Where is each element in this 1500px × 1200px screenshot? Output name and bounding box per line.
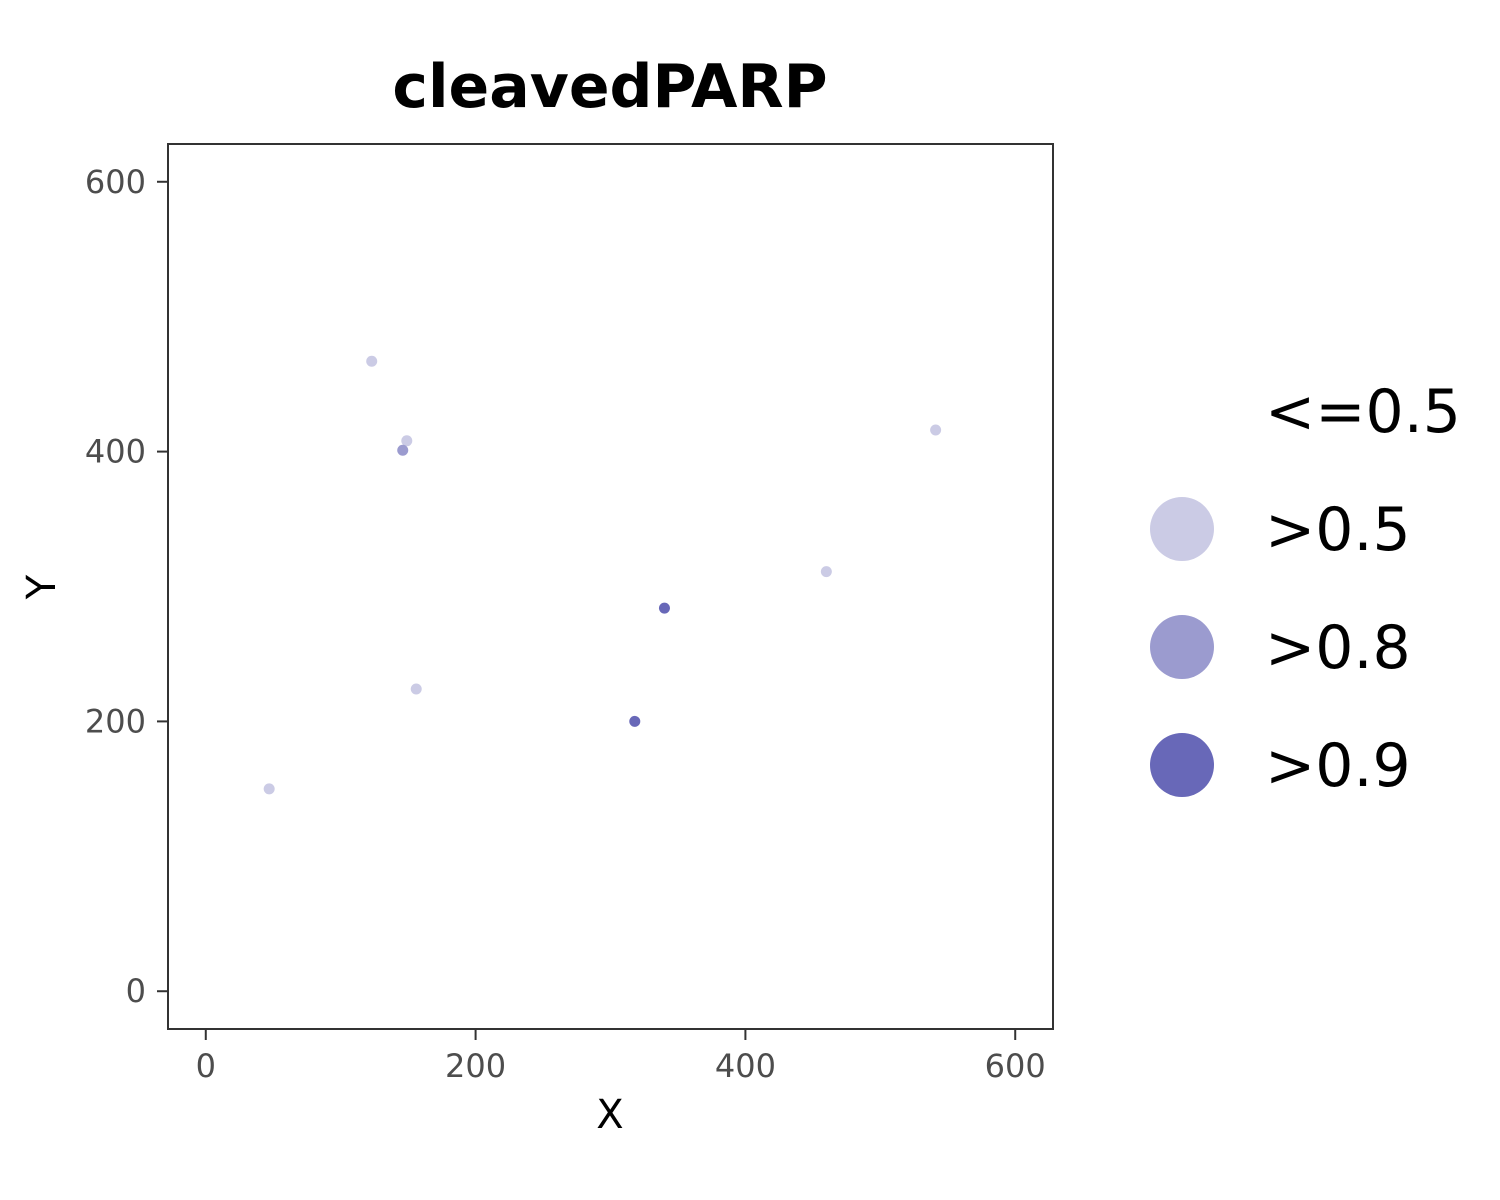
legend-key-3: >0.9 [1150,731,1411,801]
data-point-5 [658,602,670,614]
legend-symbol-2 [1150,615,1214,679]
data-point-7 [629,715,641,727]
y-tick-label-1: 200 [85,702,146,740]
y-tick-label-3: 600 [85,163,146,201]
x-tick-label-1: 200 [445,1047,506,1085]
legend-key-0: <=0.5 [1265,377,1461,447]
x-tick-label-3: 600 [985,1047,1046,1085]
legend-symbol-3 [1150,733,1214,797]
y-axis: 0 200 400 600 [85,163,168,1010]
x-tick-label-2: 400 [715,1047,776,1085]
data-point-6 [410,683,422,695]
data-point-0 [366,355,378,367]
plot-panel [167,143,1054,1030]
x-axis: 0 200 400 600 [196,1029,1046,1085]
data-points [263,355,942,795]
data-point-4 [820,566,832,578]
data-point-2 [397,444,409,456]
legend-label-2: >0.8 [1265,613,1411,683]
legend-label-0: <=0.5 [1265,377,1461,447]
data-point-1 [401,435,413,447]
legend-key-2: >0.8 [1150,613,1411,683]
legend: <=0.5 >0.5 >0.8 >0.9 [1150,377,1461,801]
x-axis-label: X [596,1092,623,1138]
data-point-3 [930,424,942,436]
y-axis-label: Y [19,574,65,600]
chart-title: cleavedPARP [392,52,827,122]
y-tick-label-0: 0 [126,972,146,1010]
x-tick-label-0: 0 [196,1047,216,1085]
y-tick-label-2: 400 [85,433,146,471]
legend-symbol-1 [1150,497,1214,561]
legend-key-1: >0.5 [1150,495,1411,565]
legend-label-3: >0.9 [1265,731,1411,801]
data-point-8 [263,783,275,795]
legend-label-1: >0.5 [1265,495,1411,565]
